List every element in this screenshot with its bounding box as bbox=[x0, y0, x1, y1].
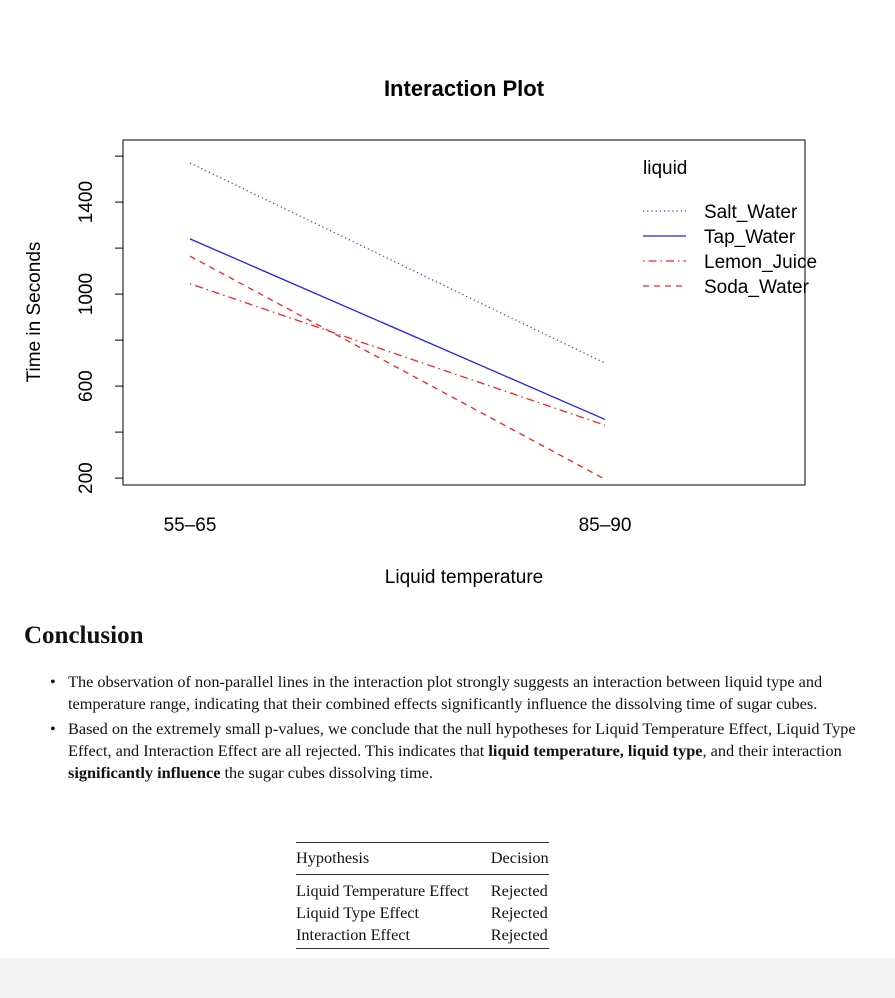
table-row: Liquid Temperature Effect Rejected bbox=[296, 875, 549, 903]
series-line-soda-water bbox=[189, 255, 606, 480]
bullet-2-text-2: , and their interaction bbox=[702, 741, 842, 761]
chart-title: Interaction Plot bbox=[384, 76, 545, 101]
series-line-lemon-juice bbox=[189, 283, 606, 426]
legend-title: liquid bbox=[643, 158, 687, 179]
conclusion-bullet-2: Based on the extremely small p-values, w… bbox=[50, 718, 868, 783]
bullet-2-text-3: the sugar cubes dissolving time. bbox=[220, 762, 433, 782]
table-row: Interaction Effect Rejected bbox=[296, 924, 549, 949]
row-decision: Rejected bbox=[490, 925, 548, 944]
bullet-2-bold-2: significantly influence bbox=[68, 762, 221, 782]
decision-table: Hypothesis Decision Liquid Temperature E… bbox=[296, 842, 549, 949]
x-tick-label: 55–65 bbox=[164, 515, 217, 536]
page-footer-strip bbox=[0, 958, 895, 998]
header-decision: Decision bbox=[490, 848, 549, 867]
series-lines bbox=[189, 162, 606, 480]
table-header-row: Hypothesis Decision bbox=[296, 843, 549, 875]
y-tick-label: 1000 bbox=[76, 273, 97, 315]
y-axis-label: Time in Seconds bbox=[24, 242, 45, 383]
row-decision: Rejected bbox=[490, 881, 548, 900]
x-axis: 55–65 85–90 bbox=[164, 515, 632, 536]
x-axis-label: Liquid temperature bbox=[385, 567, 543, 588]
legend-label: Salt_Water bbox=[704, 202, 798, 223]
plot-frame bbox=[122, 139, 806, 486]
row-hypothesis: Interaction Effect bbox=[296, 925, 411, 944]
y-tick-label: 1400 bbox=[76, 181, 97, 223]
conclusion-heading: Conclusion bbox=[24, 622, 144, 649]
row-decision: Rejected bbox=[490, 903, 548, 922]
conclusion-list: The observation of non-parallel lines in… bbox=[50, 671, 868, 788]
bullet-1-text: The observation of non-parallel lines in… bbox=[68, 672, 823, 713]
y-axis: 200 600 1000 1400 bbox=[76, 155, 124, 494]
interaction-plot: Interaction Plot 200 600 1000 1400 55–65 85–… bbox=[24, 76, 817, 588]
legend: liquid Salt_Water Tap_Water Lemon_Juice Sod… bbox=[643, 158, 817, 298]
y-tick-label: 200 bbox=[76, 462, 97, 494]
table-row: Liquid Type Effect Rejected bbox=[296, 902, 549, 924]
bullet-2-bold-1: liquid temperature, liquid type bbox=[488, 741, 703, 761]
y-tick-label: 600 bbox=[76, 370, 97, 402]
row-hypothesis: Liquid Temperature Effect bbox=[296, 881, 469, 900]
series-line-tap-water bbox=[189, 238, 606, 421]
legend-label: Tap_Water bbox=[704, 227, 796, 248]
series-line-salt-water bbox=[189, 162, 606, 364]
x-tick-label: 85–90 bbox=[579, 515, 632, 536]
conclusion-bullet-1: The observation of non-parallel lines in… bbox=[50, 671, 868, 714]
row-hypothesis: Liquid Type Effect bbox=[296, 903, 420, 922]
legend-label: Soda_Water bbox=[704, 277, 810, 298]
header-hypothesis: Hypothesis bbox=[296, 848, 370, 867]
bullet-2-text-1: Based on the extremely small p-values, w… bbox=[68, 719, 856, 761]
legend-label: Lemon_Juice bbox=[704, 252, 817, 273]
